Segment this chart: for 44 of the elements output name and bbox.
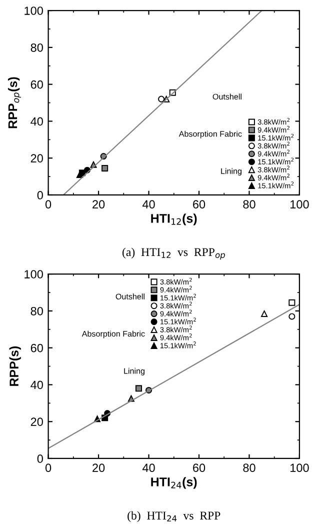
point [158, 96, 165, 102]
x-axis-title: HTI$_{12}$(s) [151, 214, 197, 226]
y-tick-label: 100 [24, 270, 43, 278]
point [288, 313, 296, 320]
x-tick-label: 40 [142, 464, 155, 472]
x-axis-title: HTI$_{24}$(s) [151, 477, 197, 489]
x-tick-label: 100 [290, 464, 309, 472]
x-tick-label: 80 [243, 200, 256, 209]
x-tick-label: 40 [142, 200, 155, 209]
annotation: Absorption Fabric [178, 130, 242, 138]
x-tick-label: 20 [92, 464, 105, 472]
y-tick-label: 80 [30, 306, 43, 316]
annotation: Lining [124, 368, 144, 376]
x-tick-label: 0 [45, 464, 52, 472]
y-tick-label: 20 [30, 154, 43, 162]
annotation: Outshell [212, 94, 242, 100]
annotation: Absorption Fabric [82, 330, 145, 338]
point [135, 385, 142, 392]
text: (b) HTI$_{24}$ vs RPP [128, 511, 220, 522]
y-tick-label: 0 [37, 191, 43, 200]
y-tick-label: 0 [37, 454, 43, 463]
x-tick-label: 80 [243, 464, 256, 472]
point [102, 164, 108, 172]
y-axis-title: RPP(s) [9, 346, 21, 386]
x-tick-label: 60 [193, 464, 206, 472]
text: (a) HTI$_{12}$ vs RPP$_{op}$ [122, 248, 225, 260]
y-tick-label: 20 [30, 418, 43, 426]
y-tick-label: 60 [30, 344, 43, 352]
point [261, 310, 268, 317]
x-tick-label: 100 [290, 200, 309, 209]
point [90, 161, 97, 168]
y-tick-label: 80 [30, 43, 43, 52]
y-tick-label: 40 [30, 117, 43, 126]
x-tick-label: 0 [45, 200, 52, 209]
x-tick-label: 60 [193, 200, 206, 209]
y-tick-label: 40 [30, 380, 43, 390]
y-tick-label: 60 [30, 80, 43, 89]
point [76, 171, 83, 178]
y-axis-title: RPP$_{op}$(s) [8, 77, 21, 128]
annotation: Outshell [116, 293, 144, 300]
point [288, 299, 296, 306]
x-tick-label: 20 [92, 200, 105, 209]
y-tick-label: 100 [24, 6, 43, 15]
annotation: Lining [221, 168, 242, 176]
